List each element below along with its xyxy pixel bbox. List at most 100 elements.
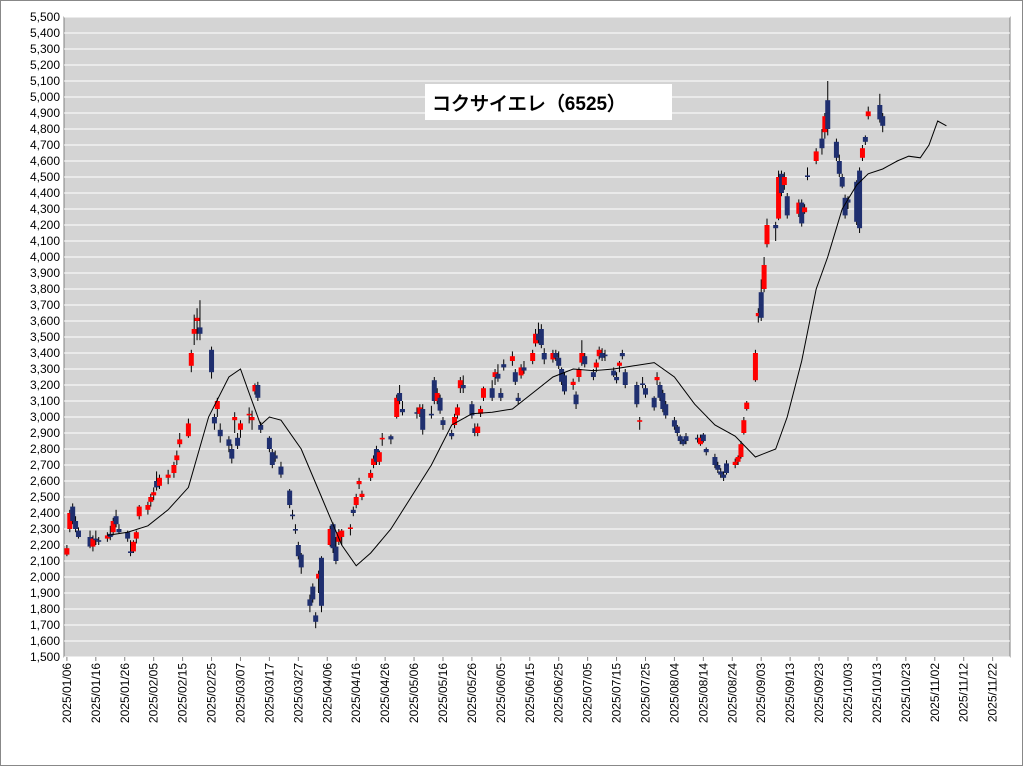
candle-body [761,265,767,289]
y-tick-label: 5,500 [30,10,60,24]
candle-body [318,557,324,606]
candle-body [579,353,585,363]
x-tick-label: 2025/05/16 [436,663,450,723]
y-tick-label: 4,000 [30,250,60,264]
candle-body [417,407,423,414]
candle-body [619,353,625,357]
y-tick-label: 3,500 [30,330,60,344]
candle-body [136,506,142,517]
x-tick-label: 2025/07/05 [581,663,595,723]
candle-body [397,393,403,401]
candle-body [388,436,394,440]
candle-body [680,441,686,445]
y-tick-label: 4,900 [30,106,60,120]
candle-body [857,170,863,229]
candle-body [773,225,779,229]
candle-body [518,367,524,376]
candle-body [781,177,787,185]
x-tick-label: 2025/10/23 [899,663,913,723]
candle-body [651,397,657,408]
y-tick-label: 3,900 [30,266,60,280]
candle-body [778,173,784,193]
candle-body [171,465,177,473]
y-tick-label: 1,800 [30,602,60,616]
candle-body [877,105,883,120]
candle-body [249,417,255,421]
candle-body [738,444,744,457]
candle-body [125,532,131,539]
y-tick-label: 4,400 [30,186,60,200]
candle-body [836,161,842,174]
x-tick-label: 2025/09/03 [754,663,768,723]
candle-body [695,437,701,440]
candle-body [570,381,576,385]
candle-body [804,175,810,177]
candle-body [596,349,602,357]
candle-body [353,497,359,505]
y-tick-label: 5,400 [30,26,60,40]
y-tick-label: 3,100 [30,394,60,408]
candle-body [697,437,703,445]
candle-body [674,426,680,433]
y-tick-label: 4,200 [30,218,60,232]
candle-body [822,116,828,133]
x-tick-label: 2025/02/05 [147,663,161,723]
candle-body [637,420,643,422]
candle-body [642,388,648,395]
candle-body [110,521,116,533]
x-tick-label: 2025/11/22 [986,663,1000,722]
candle-body [266,437,272,449]
candle-body [113,516,119,525]
candle-body [718,471,724,475]
candle-body [67,513,73,529]
candle-body [460,385,466,389]
candle-body [556,357,562,366]
candle-body [217,429,223,437]
candle-body [75,530,81,537]
candle-body [723,463,729,473]
candle-body [356,481,362,485]
y-tick-label: 2,800 [30,442,60,456]
candle-body [188,353,194,366]
candle-body [428,413,434,416]
y-tick-label: 2,200 [30,538,60,552]
candle-body [156,477,162,486]
candle-body [93,538,99,541]
x-tick-label: 2025/03/27 [291,663,305,723]
candle-body [295,545,301,557]
y-tick-label: 2,400 [30,506,60,520]
candle-body [825,100,831,129]
candle-body [292,529,298,531]
y-tick-label: 4,700 [30,138,60,152]
candle-body [512,372,518,382]
candle-body [154,481,160,488]
y-tick-label: 3,700 [30,298,60,312]
candle-body [776,177,782,219]
candle-body [307,599,313,606]
candle-body [209,349,215,373]
candle-body [104,535,110,539]
x-tick-label: 2025/08/04 [667,663,681,723]
candle-body [449,433,455,437]
candle-body [347,527,353,529]
candle-body [550,353,556,360]
candle-body [582,356,588,365]
candle-body [802,207,808,213]
candle-body [116,529,122,533]
candle-body [232,417,238,421]
candle-body [573,394,579,405]
x-tick-label: 2025/03/07 [233,663,247,723]
x-tick-label: 2025/02/15 [176,663,190,723]
candle-body [420,409,426,430]
x-tick-label: 2025/11/12 [957,663,971,722]
y-tick-label: 2,300 [30,522,60,536]
x-tick-label: 2025/09/23 [812,663,826,723]
candle-body [478,409,484,414]
candle-body [185,423,191,437]
x-tick-label: 2025/02/25 [205,663,219,723]
candle-body [298,554,304,568]
candle-body [634,385,640,405]
y-tick-label: 5,200 [30,58,60,72]
y-tick-label: 5,100 [30,74,60,88]
